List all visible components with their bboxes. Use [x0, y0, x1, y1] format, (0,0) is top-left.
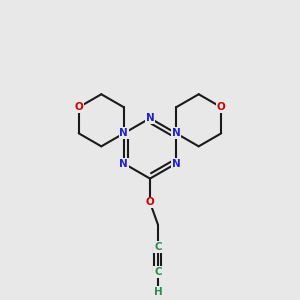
Text: N: N	[119, 128, 128, 138]
Text: N: N	[119, 158, 128, 169]
Text: O: O	[217, 102, 226, 112]
Text: O: O	[74, 102, 83, 112]
Text: C: C	[154, 267, 162, 277]
Text: O: O	[146, 197, 154, 207]
Text: N: N	[172, 128, 181, 138]
Text: N: N	[172, 158, 181, 169]
Text: N: N	[146, 113, 154, 123]
Text: H: H	[154, 287, 162, 297]
Text: C: C	[154, 242, 162, 252]
